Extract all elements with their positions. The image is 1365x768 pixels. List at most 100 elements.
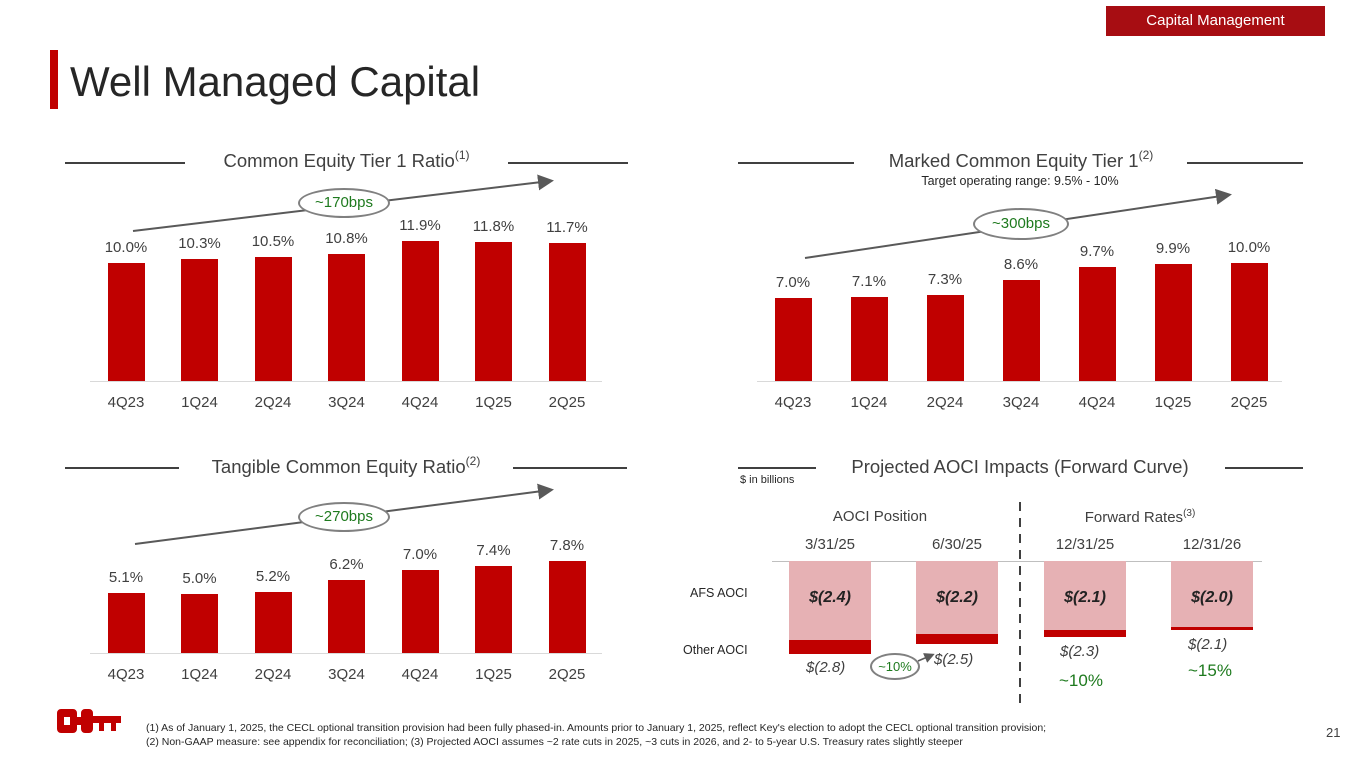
section-tag: Capital Management (1106, 6, 1325, 36)
tce-title-text: Tangible Common Equity Ratio (211, 456, 466, 477)
aoci-total-label: $(2.5) (934, 651, 974, 668)
bar (548, 242, 586, 381)
bar (401, 240, 439, 381)
bar (107, 592, 145, 653)
afs-aoci-bar (1171, 561, 1253, 627)
other-aoci-bar (916, 633, 998, 644)
tick-label: 1Q24 (850, 394, 888, 411)
section-rule-right (1187, 162, 1303, 164)
aoci-total-label: $(2.1) (1188, 636, 1228, 653)
data-label: 10.3% (178, 235, 221, 253)
section-rule-left (65, 162, 185, 164)
bar (774, 298, 812, 381)
bar (850, 297, 888, 381)
bar (475, 241, 512, 381)
tick-label: 4Q23 (107, 666, 145, 683)
tce-axis (90, 653, 602, 654)
bar (181, 259, 218, 381)
afs-aoci-bar (789, 561, 871, 641)
other-aoci-bar (1044, 630, 1126, 638)
tce-change-badge: ~270bps (298, 502, 390, 532)
data-label: 7.0% (402, 546, 438, 564)
tick-label: 3Q24 (328, 394, 365, 411)
aoci-pct-change: ~10% (1059, 671, 1103, 690)
tick-label: 2Q24 (254, 666, 292, 683)
bar (107, 263, 145, 381)
marked-subtitle: Target operating range: 9.5% - 10% (921, 174, 1119, 188)
tick-label: 2Q25 (548, 666, 586, 683)
cet1-change-badge: ~170bps (298, 188, 390, 218)
afs-aoci-label: $(2.2) (936, 589, 978, 606)
data-label: 10.0% (104, 239, 148, 256)
data-label: 10.5% (251, 233, 295, 251)
data-label: 7.8% (549, 536, 585, 554)
data-label: 9.9% (1155, 240, 1191, 258)
marked-title-sup: (2) (1138, 148, 1154, 162)
aoci-row-afs-label: AFS AOCI (690, 586, 748, 600)
footnotes: (1) As of January 1, 2025, the CECL opti… (146, 722, 1046, 749)
tick-label: 3Q24 (328, 666, 365, 683)
afs-aoci-bar (1044, 561, 1126, 631)
section-rule-left (738, 467, 816, 469)
bar (1002, 279, 1040, 381)
bar (181, 594, 218, 653)
tick-label: 3Q24 (1002, 394, 1040, 411)
cet1-title-text: Common Equity Tier 1 Ratio (223, 150, 455, 171)
tick-label: 2Q24 (254, 394, 292, 411)
afs-aoci-bar (916, 561, 998, 634)
aoci-forward-header: Forward Rates(3) (1050, 508, 1230, 526)
marked-change-badge: ~300bps (973, 208, 1069, 240)
tick-label: 4Q23 (107, 394, 145, 411)
tick-label: 4Q24 (401, 666, 439, 683)
cet1-title: Common Equity Tier 1 Ratio(1) (190, 148, 503, 172)
section-rule-right (1225, 467, 1303, 469)
tce-title-sup: (2) (465, 454, 481, 468)
cet1-axis (90, 381, 602, 382)
aoci-title: Projected AOCI Impacts (Forward Curve) (851, 456, 1189, 477)
aoci-forward-header-sup: (3) (1183, 508, 1196, 519)
bar (401, 570, 439, 653)
tick-label: 12/31/25 (1055, 536, 1115, 553)
bar (328, 579, 365, 653)
footnote-line-1: (1) As of January 1, 2025, the CECL opti… (146, 722, 1047, 734)
bar (1078, 266, 1116, 381)
tick-label: 4Q24 (401, 394, 439, 411)
bar (475, 565, 512, 653)
tick-label: 6/30/25 (931, 536, 983, 553)
bar (1230, 263, 1268, 381)
tick-label: 1Q24 (181, 666, 218, 683)
bar (926, 294, 964, 381)
title-accent-bar (50, 50, 58, 109)
aoci-total-label: $(2.8) (806, 659, 846, 676)
data-label: 10.0% (1227, 239, 1271, 256)
aoci-change-badge: ~10% (870, 653, 920, 680)
bar (254, 591, 292, 653)
marked-axis (757, 381, 1282, 382)
other-aoci-bar (1171, 627, 1253, 631)
marked-title: Marked Common Equity Tier 1(2) (858, 148, 1184, 172)
data-label: 7.4% (476, 541, 511, 559)
page-number: 21 (1326, 725, 1341, 740)
aoci-axis (772, 561, 1262, 562)
data-label: 8.6% (1003, 255, 1039, 273)
tick-label: 2Q25 (1230, 394, 1268, 411)
afs-aoci-label: $(2.0) (1191, 589, 1233, 606)
data-label: 7.0% (775, 274, 811, 292)
footnote-line-2: (2) Non-GAAP measure: see appendix for r… (146, 735, 963, 748)
data-label: 5.0% (182, 570, 217, 587)
aoci-pct-change: ~15% (1188, 661, 1232, 680)
tick-label: 12/31/26 (1182, 536, 1242, 553)
afs-aoci-label: $(2.4) (809, 589, 851, 606)
tick-label: 4Q24 (1078, 394, 1116, 411)
marked-title-text: Marked Common Equity Tier 1 (888, 150, 1139, 171)
section-rule-left (65, 467, 179, 469)
aoci-units-note: $ in billions (740, 474, 795, 486)
bar (1154, 264, 1192, 381)
section-rule-right (513, 467, 627, 469)
tick-label: 2Q24 (926, 394, 964, 411)
tce-title: Tangible Common Equity Ratio(2) (183, 454, 509, 478)
bar (548, 560, 586, 653)
data-label: 5.2% (255, 567, 291, 585)
tick-label: 1Q25 (475, 394, 512, 411)
